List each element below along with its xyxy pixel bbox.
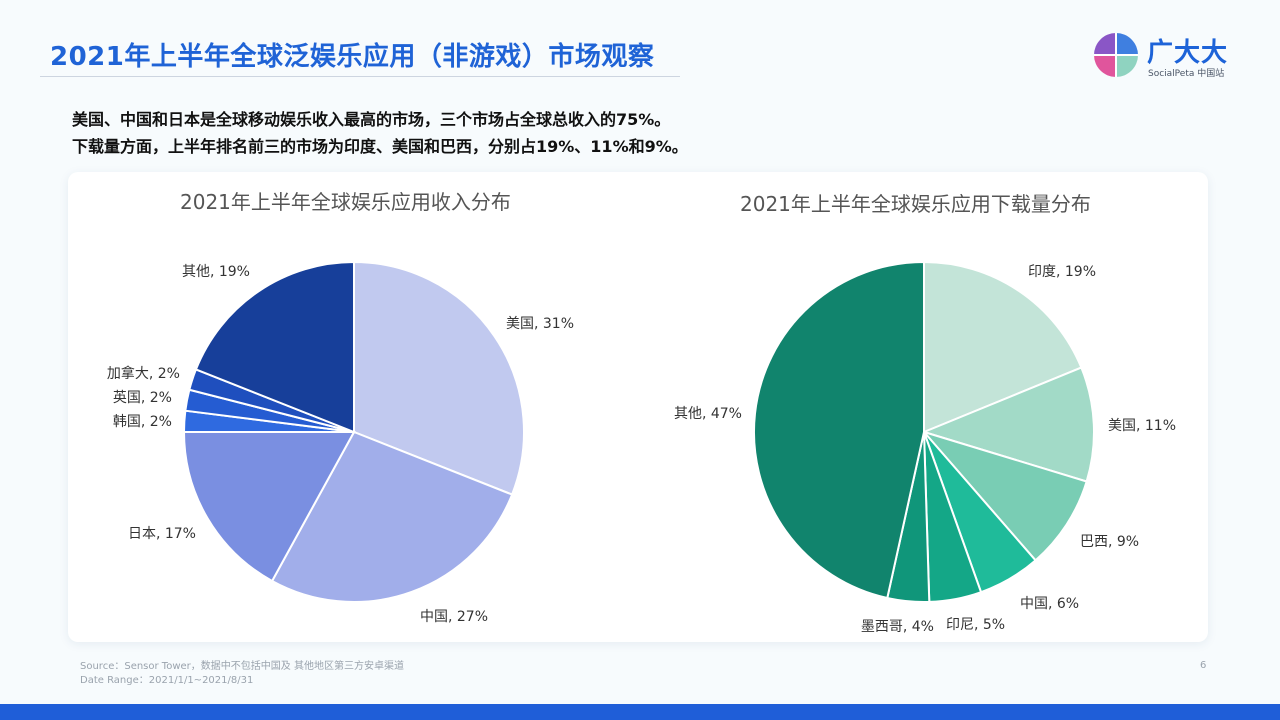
brand-logo-icon (1094, 33, 1138, 77)
page-number: 6 (1200, 660, 1207, 671)
downloads-slice-label-5: 墨西哥, 4% (861, 619, 934, 635)
downloads-slice-label-3: 中国, 6% (1020, 596, 1079, 612)
footer-notes: Source：Sensor Tower，数据中不包括中国及 其他地区第三方安卓渠… (80, 660, 404, 688)
downloads-slice-1 (921, 366, 1095, 483)
brand-subtitle: SocialPeta 中国站 (1148, 69, 1225, 79)
downloads-slice-label-0: 印度, 19% (1028, 264, 1096, 280)
summary-text: 美国、中国和日本是全球移动娱乐收入最高的市场，三个市场占全球总收入的75%。 下… (72, 106, 688, 160)
downloads-slice-label-2: 巴西, 9% (1080, 534, 1139, 550)
revenue-slice-label-1: 中国, 27% (420, 609, 488, 625)
revenue-slice-6 (194, 260, 355, 434)
brand-logo: 广大大 SocialPeta 中国站 (1093, 32, 1233, 80)
title-divider (40, 76, 680, 77)
summary-line-downloads: 下载量方面，上半年排名前三的市场为印度、美国和巴西，分别占19%、11%和9%。 (72, 137, 688, 156)
revenue-slice-1 (270, 430, 514, 603)
date-range-note: Date Range：2021/1/1~2021/8/31 (80, 675, 254, 686)
page-title: 2021年上半年全球泛娱乐应用（非游戏）市场观察 (50, 42, 655, 72)
revenue-slice-label-6: 其他, 19% (182, 264, 250, 280)
revenue-slice-label-2: 日本, 17% (128, 526, 196, 542)
downloads-slice-0 (923, 260, 1083, 434)
downloads-slice-6 (753, 260, 925, 600)
bottom-accent-bar (0, 704, 1280, 720)
downloads-slice-label-6: 其他, 47% (674, 406, 742, 422)
revenue-slice-0 (353, 260, 525, 496)
revenue-slice-2 (182, 431, 356, 583)
revenue-slice-label-3: 韩国, 2% (113, 414, 172, 430)
revenue-slice-label-4: 英国, 2% (113, 389, 172, 406)
revenue-slice-label-5: 加拿大, 2% (107, 365, 180, 382)
downloads-slice-label-1: 美国, 11% (1108, 418, 1176, 434)
downloads-slice-label-4: 印尼, 5% (946, 617, 1005, 633)
downloads-chart-title: 2021年上半年全球娱乐应用下载量分布 (740, 192, 1091, 216)
revenue-slice-label-0: 美国, 31% (506, 316, 574, 332)
revenue-chart-title: 2021年上半年全球娱乐应用收入分布 (180, 190, 511, 214)
downloads-slice-2 (920, 430, 1088, 562)
brand-name: 广大大 (1147, 38, 1229, 68)
source-note: Source：Sensor Tower，数据中不包括中国及 其他地区第三方安卓渠… (80, 661, 404, 672)
summary-line-revenue: 美国、中国和日本是全球移动娱乐收入最高的市场，三个市场占全球总收入的75%。 (72, 110, 671, 129)
